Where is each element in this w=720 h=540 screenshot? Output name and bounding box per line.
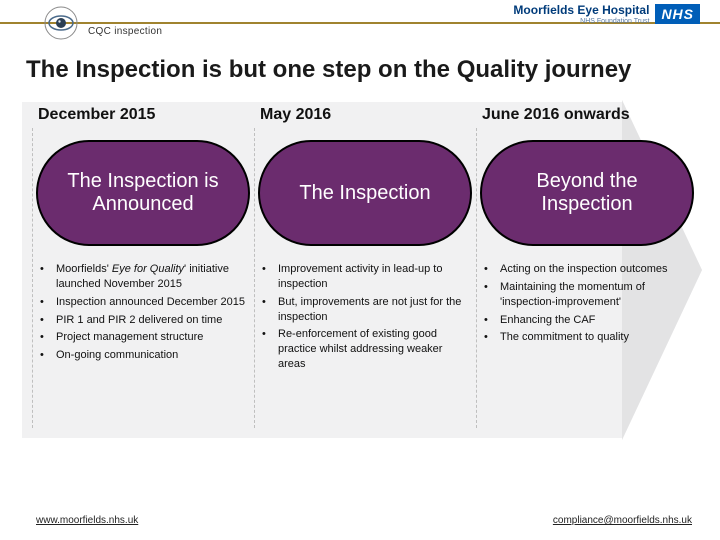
list-item: Improvement activity in lead-up to inspe… <box>274 262 472 292</box>
stage-pill-1: The Inspection is Announced <box>36 140 250 246</box>
list-item: Moorfields' Eye for Quality' initiative … <box>52 262 250 292</box>
column-divider-2 <box>476 128 477 428</box>
column-divider-0 <box>32 128 33 428</box>
nhs-logo-area: Moorfields Eye Hospital NHS Foundation T… <box>513 4 700 25</box>
list: Acting on the inspection outcomes Maintai… <box>484 262 694 345</box>
list-item: Acting on the inspection outcomes <box>496 262 694 277</box>
stage-pill-3-label: Beyond the Inspection <box>492 170 682 216</box>
page-title: The Inspection is but one step on the Qu… <box>26 56 631 84</box>
slide: CQC inspection Moorfields Eye Hospital N… <box>0 0 720 540</box>
list: Moorfields' Eye for Quality' initiative … <box>40 262 250 363</box>
list-item: On-going communication <box>52 348 250 363</box>
eye-logo-icon <box>44 6 78 40</box>
org-name: Moorfields Eye Hospital <box>513 4 649 16</box>
list-item: The commitment to quality <box>496 330 694 345</box>
bullets-col-3: Acting on the inspection outcomes Maintai… <box>484 262 694 348</box>
list-item: PIR 1 and PIR 2 delivered on time <box>52 313 250 328</box>
bullets-col-2: Improvement activity in lead-up to inspe… <box>262 262 472 375</box>
list-item: Inspection announced December 2015 <box>52 295 250 310</box>
column-heading-3: June 2016 onwards <box>482 106 630 124</box>
stage-pill-3: Beyond the Inspection <box>480 140 694 246</box>
column-divider-1 <box>254 128 255 428</box>
bullets-col-1: Moorfields' Eye for Quality' initiative … <box>40 262 250 366</box>
org-subtitle: NHS Foundation Trust <box>580 18 649 25</box>
column-heading-1: December 2015 <box>38 106 155 124</box>
stage-pill-1-label: The Inspection is Announced <box>48 170 238 216</box>
stage-pill-2: The Inspection <box>258 140 472 246</box>
header-tag: CQC inspection <box>88 26 162 37</box>
org-name-block: Moorfields Eye Hospital NHS Foundation T… <box>513 4 649 25</box>
footer-url: www.moorfields.nhs.uk <box>36 515 138 526</box>
list-item: Maintaining the momentum of 'inspection-… <box>496 280 694 310</box>
list-item: But, improvements are not just for the i… <box>274 295 472 325</box>
list-item: Re-enforcement of existing good practice… <box>274 327 472 372</box>
list-item: Project management structure <box>52 330 250 345</box>
list: Improvement activity in lead-up to inspe… <box>262 262 472 372</box>
column-heading-2: May 2016 <box>260 106 331 124</box>
nhs-badge: NHS <box>655 4 700 24</box>
footer-email: compliance@moorfields.nhs.uk <box>553 515 692 526</box>
list-item: Enhancing the CAF <box>496 313 694 328</box>
stage-pill-2-label: The Inspection <box>299 182 430 205</box>
